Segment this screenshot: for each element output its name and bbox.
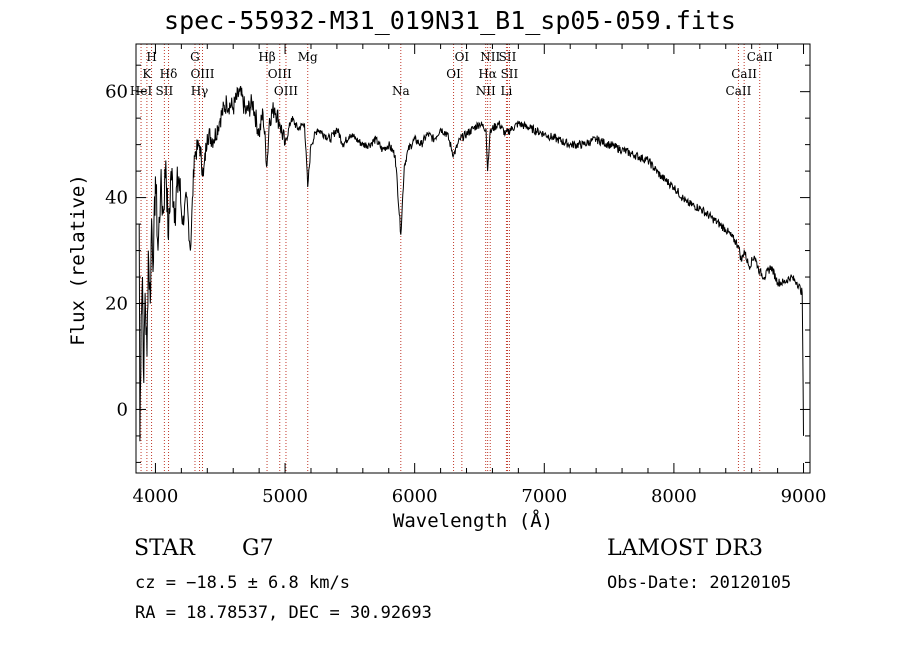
- line-label: Li: [501, 84, 513, 98]
- x-axis-label: Wavelength (Å): [392, 510, 554, 532]
- object-class: STAR: [134, 536, 195, 561]
- series-group: [138, 85, 804, 442]
- chart-title: spec-55932-M31_019N31_B1_sp05-059.fits: [164, 6, 736, 35]
- x-tick-label: 5000: [262, 486, 308, 507]
- line-label: G: [190, 50, 200, 64]
- line-label: OI: [446, 67, 461, 81]
- line-label: Mg: [298, 50, 318, 64]
- line-label: NII: [476, 84, 496, 98]
- axes-group: 4000 5000 6000 7000 8000 9000 0 20 40 60: [105, 43, 827, 507]
- object-subclass: G7: [242, 536, 274, 561]
- x-tick-label: 7000: [521, 486, 567, 507]
- obs-date: Obs-Date: 20120105: [607, 573, 792, 593]
- line-label: OI: [455, 50, 470, 64]
- y-axis-label: Flux (relative): [67, 174, 89, 346]
- x-tick-label: 9000: [781, 486, 827, 507]
- y-tick-label: 40: [105, 188, 128, 209]
- survey-name: LAMOST DR3: [607, 536, 763, 561]
- line-label: CaII: [747, 50, 773, 64]
- coordinates-text: RA = 18.78537, DEC = 30.92693: [135, 603, 432, 623]
- x-tick-label: 4000: [133, 486, 179, 507]
- line-label: CaII: [726, 84, 752, 98]
- spectrum-line: [138, 85, 804, 442]
- redshift-text: cz = −18.5 ± 6.8 km/s: [135, 573, 350, 593]
- line-label: OIII: [274, 84, 298, 98]
- line-label: K: [142, 67, 152, 81]
- line-label: Hα: [478, 67, 497, 81]
- x-tick-label: 8000: [651, 486, 697, 507]
- line-label: SII: [156, 84, 174, 98]
- y-tick-label: 0: [117, 399, 128, 420]
- line-label: Na: [392, 84, 410, 98]
- line-label: SII: [499, 50, 517, 64]
- y-tick-label: 60: [105, 82, 128, 103]
- line-label: OIII: [268, 67, 292, 81]
- line-label: OIII: [190, 67, 214, 81]
- line-label: Hβ: [258, 50, 275, 64]
- y-tick-label: 20: [105, 294, 128, 315]
- line-label: NII: [480, 50, 500, 64]
- line-label: H: [146, 50, 156, 64]
- line-label: Hδ: [160, 67, 178, 81]
- plot-frame: [135, 43, 811, 474]
- line-label: HeI: [130, 84, 153, 98]
- line-label: Hγ: [191, 84, 209, 98]
- line-label: SII: [501, 67, 519, 81]
- x-tick-label: 6000: [392, 486, 438, 507]
- line-label: CaII: [731, 67, 757, 81]
